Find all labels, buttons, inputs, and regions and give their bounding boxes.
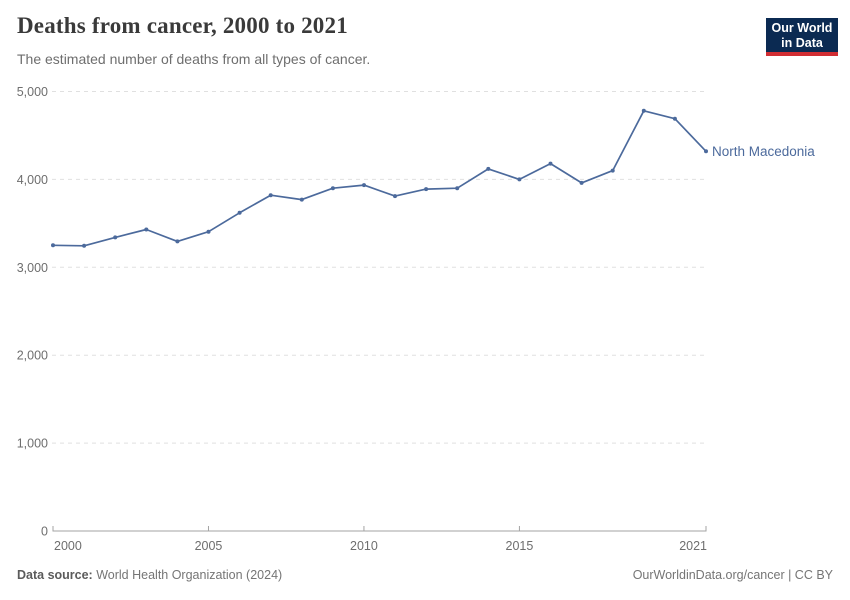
data-line[interactable] bbox=[52, 109, 707, 247]
page-title: Deaths from cancer, 2000 to 2021 bbox=[17, 13, 348, 38]
y-axis-tick-label: 1,000 bbox=[17, 437, 48, 451]
data-source-text: World Health Organization (2024) bbox=[96, 568, 283, 582]
data-point[interactable] bbox=[51, 243, 55, 248]
owid-logo-line1: Our World bbox=[771, 21, 833, 35]
owid-logo[interactable]: Our World in Data bbox=[766, 18, 838, 56]
data-point[interactable] bbox=[144, 227, 149, 232]
data-point[interactable] bbox=[486, 166, 491, 171]
data-point[interactable] bbox=[704, 149, 708, 154]
data-source: Data source: World Health Organization (… bbox=[17, 568, 282, 582]
y-axis-tick-label: 2,000 bbox=[17, 349, 48, 363]
chart-subtitle: The estimated number of deaths from all … bbox=[17, 51, 371, 67]
data-point[interactable] bbox=[455, 186, 460, 191]
data-point[interactable] bbox=[330, 186, 335, 191]
data-source-label: Data source: bbox=[17, 568, 93, 582]
data-point[interactable] bbox=[268, 193, 273, 198]
y-axis-tick-label: 4,000 bbox=[17, 173, 48, 187]
data-point[interactable] bbox=[579, 180, 584, 185]
data-point[interactable] bbox=[175, 239, 180, 244]
data-point[interactable] bbox=[424, 187, 429, 192]
data-point[interactable] bbox=[610, 168, 615, 173]
x-axis bbox=[52, 526, 707, 532]
data-point[interactable] bbox=[206, 229, 211, 234]
data-point[interactable] bbox=[517, 177, 522, 182]
data-point[interactable] bbox=[548, 161, 553, 166]
entity-label[interactable]: North Macedonia bbox=[712, 144, 815, 159]
y-axis-tick-label: 3,000 bbox=[17, 261, 48, 275]
data-point[interactable] bbox=[299, 197, 304, 202]
data-point[interactable] bbox=[641, 108, 646, 113]
x-axis-tick-label: 2005 bbox=[195, 539, 223, 553]
y-axis-tick-label: 5,000 bbox=[17, 85, 48, 99]
y-axis-tick-label: 0 bbox=[41, 525, 48, 539]
owid-logo-line2: in Data bbox=[781, 35, 823, 50]
data-point[interactable] bbox=[672, 116, 677, 121]
x-axis-tick-label: 2010 bbox=[350, 539, 378, 553]
data-point[interactable] bbox=[82, 243, 87, 248]
x-axis-tick-label: 2000 bbox=[54, 539, 82, 553]
data-point[interactable] bbox=[237, 210, 242, 215]
data-point[interactable] bbox=[362, 183, 366, 188]
x-axis-tick-label: 2021 bbox=[679, 539, 707, 553]
data-point[interactable] bbox=[393, 194, 397, 199]
x-axis-tick-label: 2015 bbox=[506, 539, 534, 553]
data-point[interactable] bbox=[113, 235, 118, 240]
credit-link[interactable]: OurWorldinData.org/cancer | CC BY bbox=[632, 568, 833, 582]
chart-footer: Data source: World Health Organization (… bbox=[17, 568, 833, 582]
